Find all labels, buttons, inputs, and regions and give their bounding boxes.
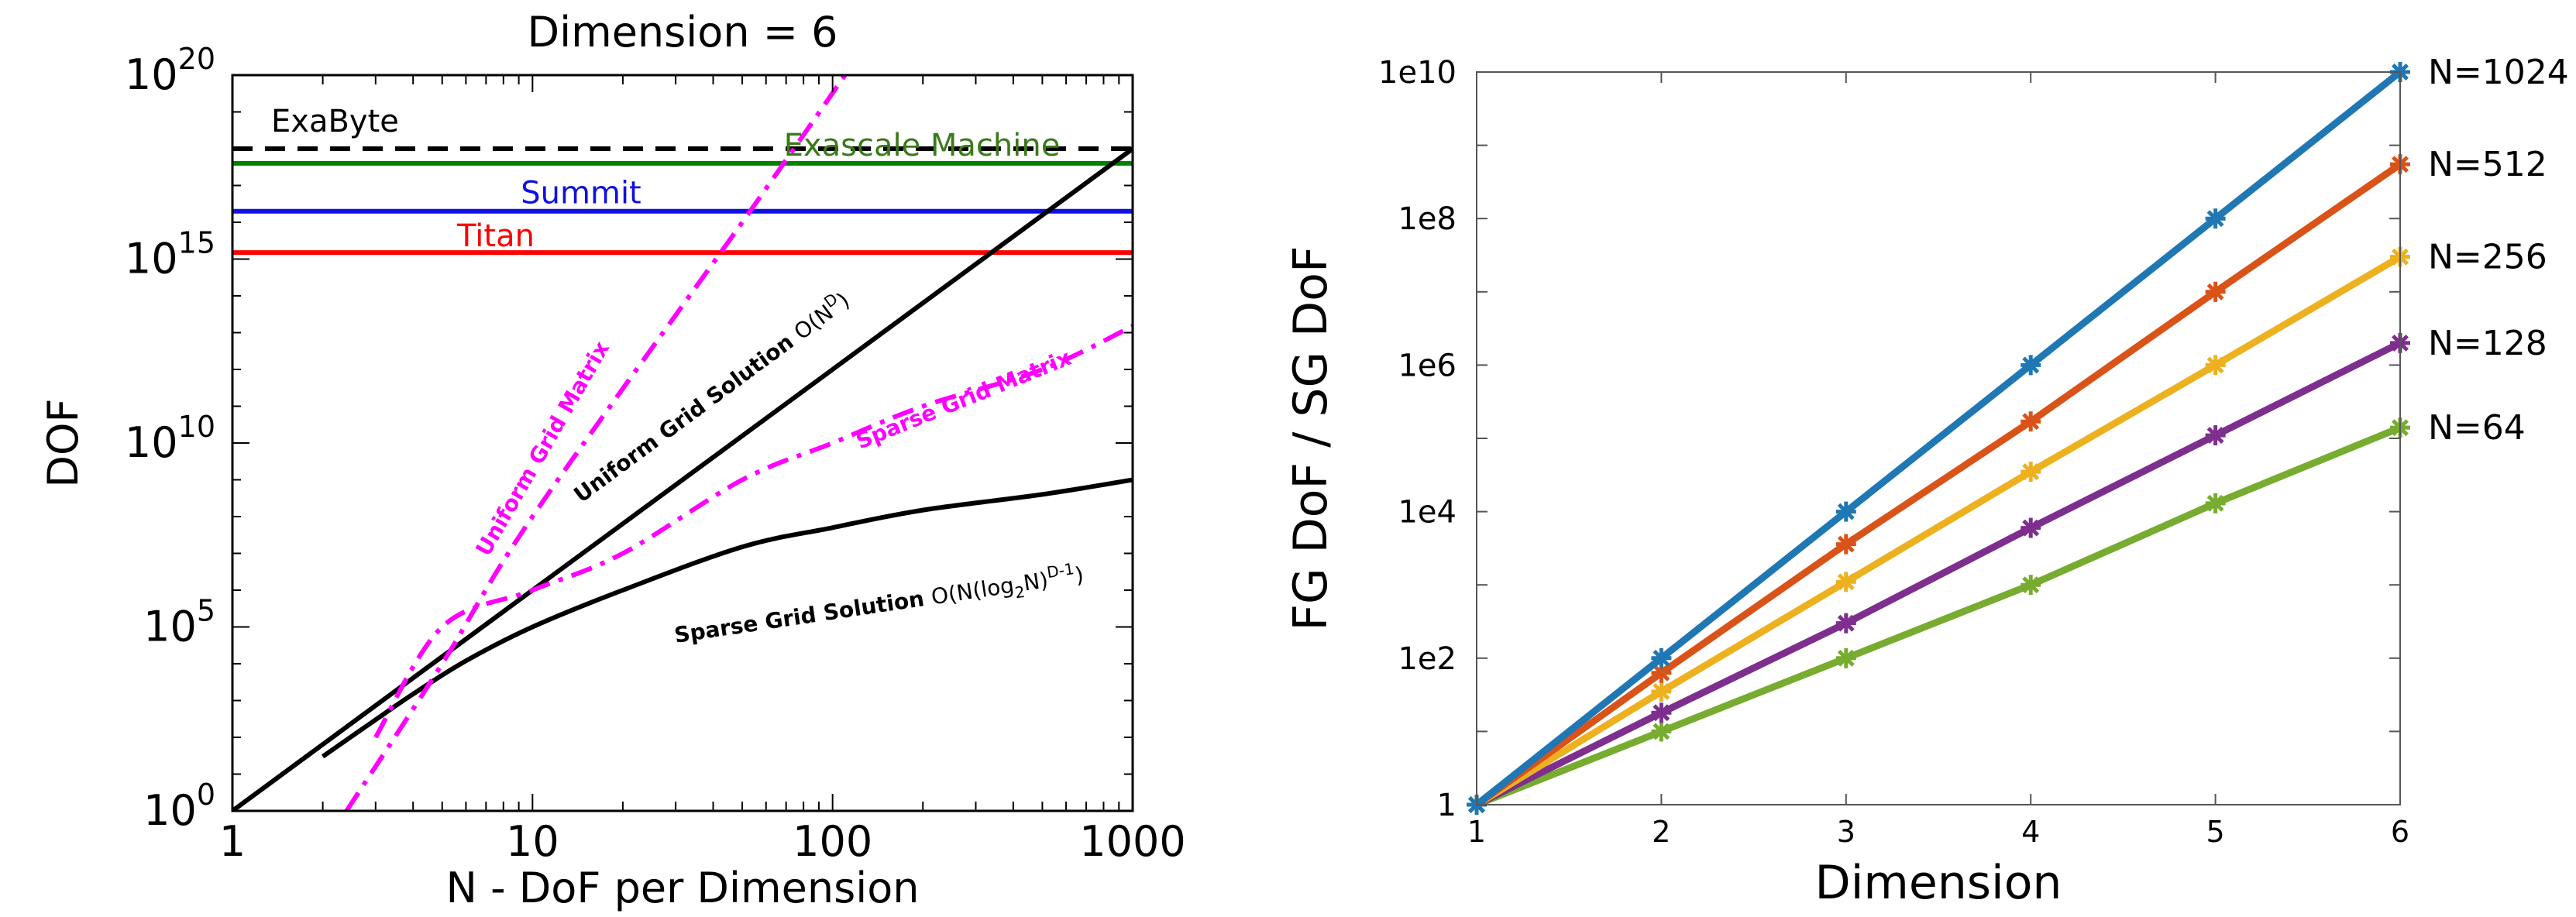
marker-n-1024	[2206, 210, 2224, 228]
marker-n-1024	[1837, 503, 1855, 520]
series-uniform-grid-solution	[232, 146, 1133, 811]
series-line-n-1024	[1474, 69, 2402, 808]
right-plot-lines	[1467, 62, 2410, 815]
left-y-tick-exponent: 5	[197, 594, 215, 628]
right-x-tick-label: 6	[2391, 815, 2409, 849]
series-label-n-128: N=128	[2428, 324, 2547, 363]
marker-n-128	[1653, 704, 1670, 722]
right-y-tick-label: 1e4	[1398, 495, 1457, 531]
marker-n-128	[2022, 519, 2040, 537]
left-y-tick-base: 10	[125, 235, 178, 283]
left-y-tick-label: 1010	[125, 410, 215, 467]
left-x-tick-label: 1000	[1079, 817, 1185, 866]
label-sparse-grid-matrix: Sparse Grid Matrix	[852, 345, 1075, 455]
series-line-n-256	[1474, 253, 2402, 808]
marker-n-64	[1837, 649, 1855, 667]
series-label-n-64: N=64	[2428, 408, 2526, 448]
marker-n-64	[2206, 494, 2224, 512]
label-formula-tail: )	[1073, 562, 1085, 588]
right-y-axis-label: FG DoF / SG DoF	[1284, 246, 1338, 631]
series-sparse-grid-solution	[321, 477, 1133, 759]
left-y-tick-label: 1015	[125, 226, 215, 283]
left-y-tick-base: 10	[143, 603, 197, 651]
label-exascale-machine: Exascale Machine	[784, 128, 1061, 163]
right-y-tick-label: 1e8	[1398, 201, 1457, 237]
series-uniform-grid-matrix	[344, 75, 848, 811]
left-y-tick-exponent: 15	[178, 226, 215, 260]
series-line-n-64	[1475, 424, 2402, 809]
marker-n-256	[1653, 682, 1670, 700]
marker-n-512	[1837, 535, 1855, 553]
right-chart: 1 2 3 4 5 6 1 1e2 1e4 1e6 1e8 1e10 N=1024 N=512 N=256…	[1284, 53, 2569, 910]
series-line-n-512	[1474, 161, 2402, 808]
left-y-tick-base: 10	[143, 786, 197, 835]
left-y-tick-exponent: 10	[178, 410, 215, 444]
left-y-tick-label: 105	[143, 594, 215, 651]
label-formula-sup: D-1	[1046, 559, 1076, 582]
label-text: Sparse Grid Solution	[672, 585, 934, 648]
right-axis-ticks: 1 2 3 4 5 6 1 1e2 1e4 1e6 1e8 1e10	[1378, 55, 2409, 849]
right-x-tick-label: 1	[1467, 815, 1486, 849]
left-y-tick-label: 100	[143, 778, 215, 835]
label-exabyte: ExaByte	[271, 104, 399, 139]
label-sparse-grid-solution: Sparse Grid Solution O(N(log2N)D-1)	[672, 558, 1085, 652]
series-line-n-128	[1474, 339, 2402, 809]
left-y-axis-label: DOF	[39, 398, 88, 487]
right-x-tick-label: 3	[1837, 815, 1855, 849]
right-y-tick-label: 1e10	[1378, 55, 1457, 91]
label-uniform-grid-matrix: Uniform Grid Matrix	[470, 337, 614, 561]
right-y-tick-label: 1e6	[1398, 348, 1457, 383]
marker-n-256	[2022, 463, 2040, 481]
series-label-n-512: N=512	[2428, 145, 2547, 184]
label-summit: Summit	[521, 176, 641, 211]
left-x-tick-label: 1	[219, 817, 246, 866]
marker-n-1024	[2022, 356, 2040, 374]
marker-n-512	[1653, 664, 1670, 682]
left-chart: Dimension = 6 1 10 100 10001001051010101510…	[39, 8, 1186, 912]
right-y-tick-label: 1	[1437, 788, 1457, 823]
marker-n-128	[2206, 427, 2224, 445]
left-x-tick-label: 100	[793, 817, 872, 866]
left-plot-frame	[231, 74, 1134, 812]
label-formula-mid: N)	[1022, 567, 1050, 596]
right-x-axis-label: Dimension	[1815, 856, 2062, 910]
marker-n-512	[2206, 283, 2224, 301]
label-formula-sub: 2	[1013, 582, 1026, 603]
left-x-axis-label: N - DoF per Dimension	[446, 864, 920, 912]
series-label-n-256: N=256	[2428, 238, 2547, 277]
left-chart-title: Dimension = 6	[528, 8, 838, 57]
left-y-tick-exponent: 20	[178, 42, 215, 76]
right-x-tick-label: 2	[1652, 815, 1670, 849]
left-y-tick-exponent: 0	[197, 778, 215, 812]
left-y-tick-base: 10	[125, 418, 178, 467]
marker-n-1024	[1653, 649, 1670, 667]
right-series-labels: N=1024 N=512 N=256 N=128 N=64	[2428, 53, 2569, 448]
marker-n-256	[2206, 356, 2224, 374]
label-formula: O(N(log	[930, 572, 1016, 610]
label-uniform-grid-solution: Uniform Grid Solution O(ND)	[567, 284, 855, 508]
right-y-tick-label: 1e2	[1398, 641, 1457, 677]
right-x-tick-label: 4	[2021, 815, 2040, 849]
marker-n-64	[1653, 723, 1670, 740]
left-y-tick-base: 10	[125, 50, 178, 99]
marker-n-256	[1837, 573, 1855, 591]
left-y-tick-label: 1020	[125, 42, 215, 99]
marker-n-64	[2022, 576, 2040, 594]
right-x-tick-label: 5	[2206, 815, 2225, 849]
series-sparse-grid-matrix	[373, 324, 1133, 739]
marker-n-512	[2022, 413, 2040, 431]
series-label-n-1024: N=1024	[2428, 53, 2569, 92]
label-titan: Titan	[456, 218, 535, 254]
left-plot-lines	[232, 75, 1133, 811]
left-x-tick-label: 10	[506, 817, 559, 866]
marker-n-128	[1837, 614, 1855, 632]
